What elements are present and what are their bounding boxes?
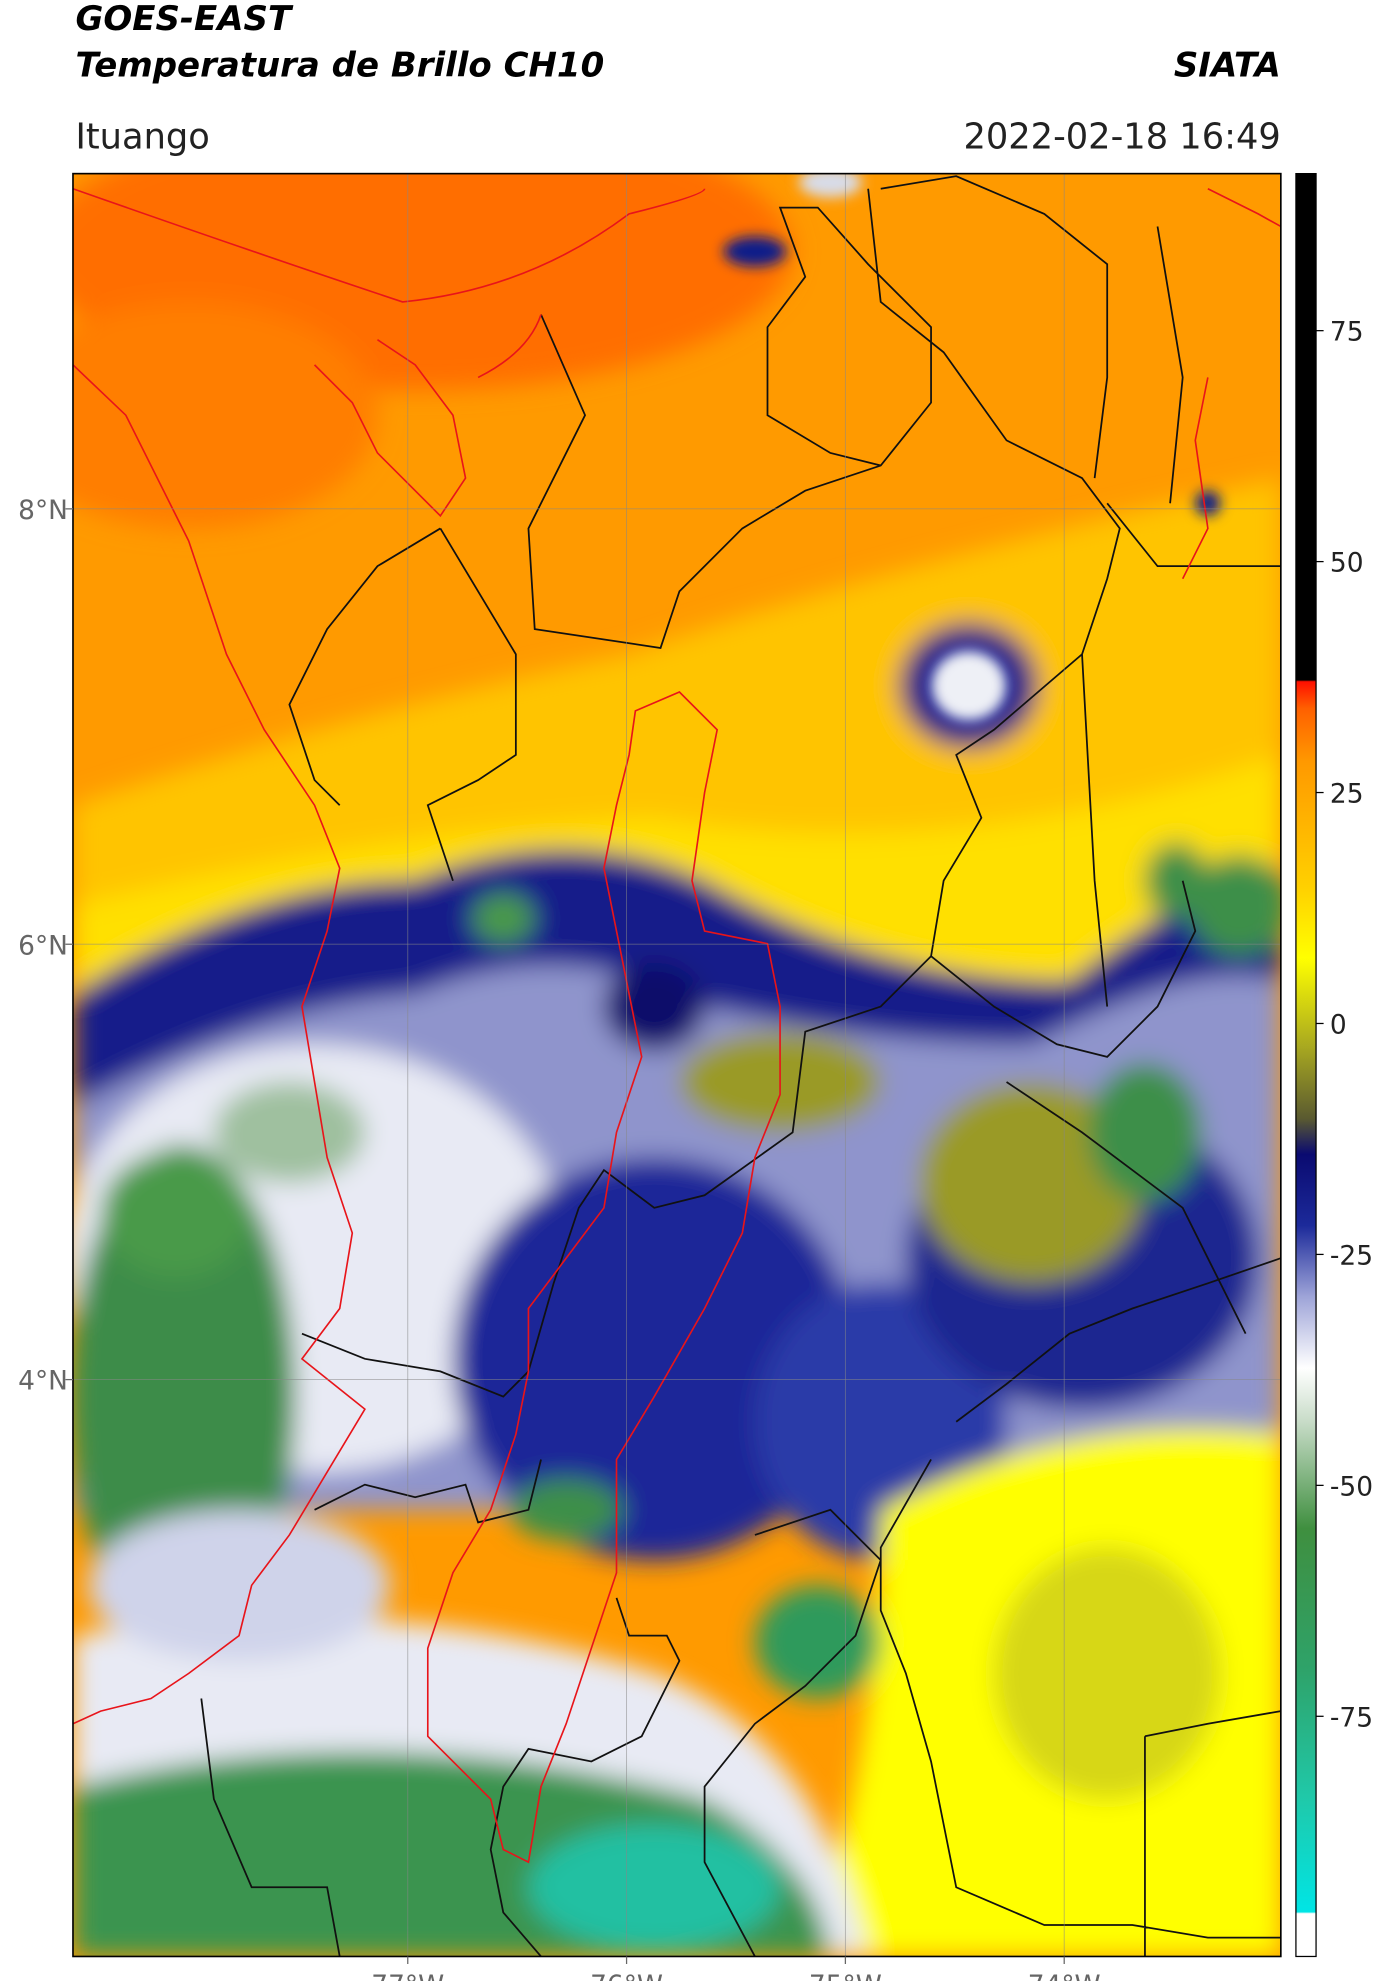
colorbar-tick-label: 50: [1330, 548, 1364, 579]
y-tick-label: 4°N: [18, 1366, 68, 1397]
colorbar-tick-label: -25: [1330, 1240, 1373, 1271]
title: GOES-EAST: [75, 0, 293, 39]
map-frame: [72, 172, 1282, 1958]
grid: [72, 173, 1281, 1957]
source: SIATA: [1174, 46, 1281, 86]
location: Ituango: [75, 116, 209, 157]
timestamp: 2022-02-18 16:49: [963, 116, 1280, 157]
colorbar-tick-label: 0: [1330, 1010, 1347, 1041]
x-tick-label: 76°W: [590, 1970, 663, 1981]
satellite-image: [72, 173, 1281, 1957]
x-tick-label: 75°W: [809, 1970, 882, 1981]
colorbar-tick-label: -50: [1330, 1471, 1373, 1502]
x-tick-label: 77°W: [371, 1970, 444, 1981]
x-tick-label: 74°W: [1028, 1970, 1101, 1981]
colorbar: [1295, 172, 1317, 1958]
y-tick-label: 6°N: [18, 930, 68, 961]
colorbar-tick-label: 25: [1330, 779, 1364, 810]
colorbar-tick-label: -75: [1330, 1702, 1373, 1733]
colorbar-tick-label: 75: [1330, 317, 1364, 348]
y-tick-label: 8°N: [18, 495, 68, 526]
subtitle: Temperatura de Brillo CH10: [75, 46, 604, 86]
